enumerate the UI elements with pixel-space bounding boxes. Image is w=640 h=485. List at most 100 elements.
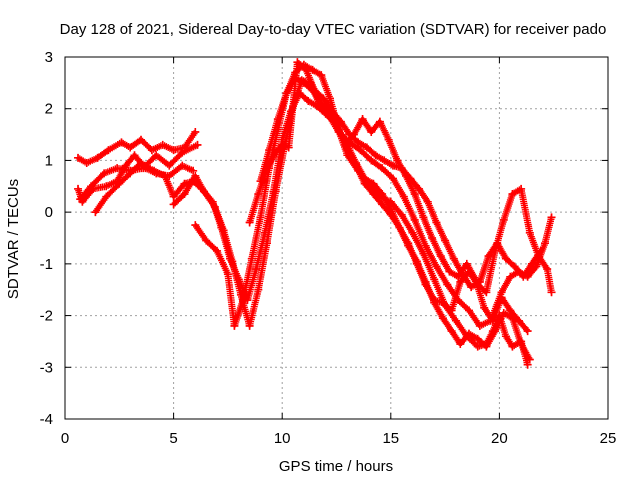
data-point <box>454 272 463 281</box>
data-point <box>438 298 447 307</box>
data-point <box>499 308 508 317</box>
series-track-8 <box>256 73 534 364</box>
data-point <box>169 200 178 209</box>
data-point <box>456 340 465 349</box>
data-point <box>464 306 473 315</box>
y-tick-label: 1 <box>45 152 53 169</box>
data-point <box>126 169 135 178</box>
data-point <box>527 259 536 268</box>
data-point <box>456 277 465 286</box>
data-point <box>443 280 452 289</box>
data-point <box>228 257 237 266</box>
tick-layer: 0 5 10 15 20 25 -4 -3 -2 -1 0 1 2 3 <box>40 49 617 447</box>
data-point <box>104 146 113 155</box>
x-tick-label: 5 <box>169 430 177 447</box>
data-point <box>532 262 541 271</box>
data-point <box>410 190 419 199</box>
data-point <box>271 187 280 196</box>
data-point <box>82 159 91 168</box>
data-point <box>213 246 222 255</box>
data-point <box>293 58 302 67</box>
data-point <box>432 218 441 227</box>
data-point <box>482 342 491 351</box>
series-markers <box>91 89 532 369</box>
data-point <box>473 342 482 351</box>
series-track-7 <box>245 58 545 292</box>
series-track-9 <box>341 115 532 336</box>
data-point <box>525 228 534 237</box>
data-point <box>497 293 506 302</box>
y-tick-label: 0 <box>45 204 53 221</box>
y-tick-label: 2 <box>45 101 53 118</box>
data-point <box>517 184 526 193</box>
data-point <box>432 262 441 271</box>
data-point <box>349 130 358 139</box>
data-point <box>189 166 198 175</box>
data-point <box>147 146 156 155</box>
data-point <box>480 303 489 312</box>
data-point <box>506 306 515 315</box>
data-point <box>117 138 126 147</box>
data-point <box>191 127 200 136</box>
data-point <box>334 125 343 134</box>
data-point <box>130 151 139 160</box>
data-point <box>299 78 308 87</box>
data-point <box>91 208 100 217</box>
data-point <box>447 327 456 336</box>
data-point <box>165 161 174 170</box>
data-point <box>302 65 311 74</box>
data-point <box>441 236 450 245</box>
data-point <box>358 115 367 124</box>
data-point <box>499 215 508 224</box>
data-point <box>510 262 519 271</box>
data-point <box>384 135 393 144</box>
data-point <box>100 169 109 178</box>
data-point <box>369 179 378 188</box>
data-point <box>436 252 445 261</box>
data-point <box>193 140 202 149</box>
data-point <box>404 241 413 250</box>
data-point <box>271 148 280 157</box>
data-point <box>102 182 111 191</box>
data-point <box>158 140 167 149</box>
data-point <box>393 156 402 165</box>
data-point <box>178 148 187 157</box>
data-point <box>150 166 159 175</box>
data-point <box>430 298 439 307</box>
y-tick-label: -1 <box>40 256 53 273</box>
data-point <box>395 223 404 232</box>
grid-layer <box>65 57 608 419</box>
data-point <box>421 241 430 250</box>
data-point <box>180 179 189 188</box>
data-point <box>523 327 532 336</box>
data-point <box>89 184 98 193</box>
data-point <box>482 288 491 297</box>
data-point <box>265 146 274 155</box>
data-point <box>488 316 497 325</box>
data-point <box>121 161 130 170</box>
data-point <box>78 197 87 206</box>
data-point <box>152 151 161 160</box>
data-point <box>223 270 232 279</box>
data-point <box>284 143 293 152</box>
data-point <box>464 329 473 338</box>
data-point <box>180 190 189 199</box>
data-point <box>380 156 389 165</box>
data-point <box>493 239 502 248</box>
data-point <box>262 239 271 248</box>
series-layer <box>74 58 556 369</box>
data-point <box>367 156 376 165</box>
data-point <box>245 218 254 227</box>
data-point <box>388 174 397 183</box>
data-point <box>508 190 517 199</box>
data-point <box>304 96 313 105</box>
data-point <box>386 205 395 214</box>
data-point <box>278 140 287 149</box>
data-point <box>410 215 419 224</box>
data-point <box>506 272 515 281</box>
data-point <box>247 254 256 263</box>
x-tick-label: 0 <box>61 430 69 447</box>
data-point <box>137 159 146 168</box>
data-point <box>210 202 219 211</box>
